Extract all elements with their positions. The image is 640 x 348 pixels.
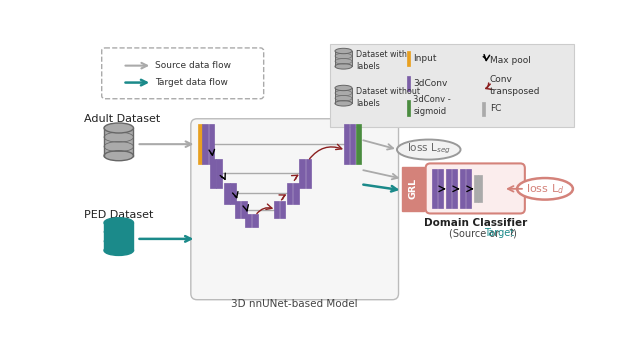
- Ellipse shape: [104, 151, 134, 161]
- Bar: [474, 175, 477, 202]
- Bar: [224, 183, 230, 204]
- Ellipse shape: [104, 218, 134, 228]
- Bar: [344, 124, 349, 164]
- Text: ?): ?): [508, 229, 517, 238]
- Bar: [210, 159, 216, 188]
- FancyBboxPatch shape: [191, 119, 399, 300]
- Text: loss L$_d$: loss L$_d$: [526, 182, 564, 196]
- Bar: [230, 183, 236, 204]
- Text: loss L$_{seg}$: loss L$_{seg}$: [407, 142, 451, 156]
- Text: Target: Target: [484, 229, 515, 238]
- Bar: [356, 124, 360, 164]
- Bar: [241, 201, 246, 218]
- Bar: [245, 214, 252, 227]
- Bar: [403, 166, 424, 211]
- Text: Dataset without
labels: Dataset without labels: [356, 87, 420, 108]
- Text: 3dConv: 3dConv: [413, 79, 447, 88]
- Bar: [216, 159, 222, 188]
- Bar: [407, 100, 410, 116]
- Bar: [209, 124, 214, 164]
- Bar: [478, 175, 482, 202]
- Bar: [446, 169, 451, 208]
- Text: Source data flow: Source data flow: [155, 61, 231, 70]
- Bar: [280, 201, 285, 218]
- Bar: [335, 88, 352, 103]
- Text: Domain Classifier: Domain Classifier: [424, 219, 527, 229]
- Bar: [460, 169, 465, 208]
- Bar: [407, 51, 410, 66]
- Text: Dataset with
labels: Dataset with labels: [356, 50, 407, 71]
- Bar: [198, 124, 202, 164]
- Text: Max pool: Max pool: [490, 56, 531, 65]
- Bar: [438, 169, 444, 208]
- Text: Conv
transposed: Conv transposed: [490, 75, 540, 96]
- Bar: [293, 183, 298, 204]
- Bar: [349, 124, 355, 164]
- Text: 3D nnUNet-based Model: 3D nnUNet-based Model: [232, 299, 358, 309]
- Text: PED Dataset: PED Dataset: [84, 210, 153, 220]
- Bar: [235, 201, 241, 218]
- Text: 3dConv -
sigmoid: 3dConv - sigmoid: [413, 95, 451, 116]
- Bar: [452, 169, 458, 208]
- Bar: [104, 128, 134, 156]
- Ellipse shape: [104, 245, 134, 255]
- Bar: [104, 223, 134, 251]
- FancyBboxPatch shape: [102, 48, 264, 99]
- Bar: [330, 44, 575, 127]
- Bar: [466, 169, 472, 208]
- Bar: [335, 51, 352, 66]
- Bar: [482, 102, 485, 116]
- Text: Adult Dataset: Adult Dataset: [84, 114, 160, 124]
- Bar: [300, 159, 305, 188]
- Text: GRL: GRL: [409, 178, 418, 199]
- Ellipse shape: [517, 178, 573, 200]
- Bar: [252, 214, 259, 227]
- Bar: [432, 169, 437, 208]
- Bar: [202, 124, 208, 164]
- Text: Target data flow: Target data flow: [155, 78, 228, 87]
- Ellipse shape: [335, 64, 352, 69]
- Ellipse shape: [397, 140, 461, 160]
- Bar: [407, 76, 410, 91]
- FancyBboxPatch shape: [426, 164, 525, 213]
- Ellipse shape: [335, 85, 352, 91]
- Bar: [287, 183, 292, 204]
- Bar: [305, 159, 311, 188]
- Ellipse shape: [335, 48, 352, 54]
- Text: FC: FC: [490, 104, 501, 113]
- Text: Input: Input: [413, 54, 436, 63]
- Ellipse shape: [104, 123, 134, 133]
- Text: (Source or: (Source or: [449, 229, 502, 238]
- Ellipse shape: [335, 101, 352, 106]
- Bar: [274, 201, 279, 218]
